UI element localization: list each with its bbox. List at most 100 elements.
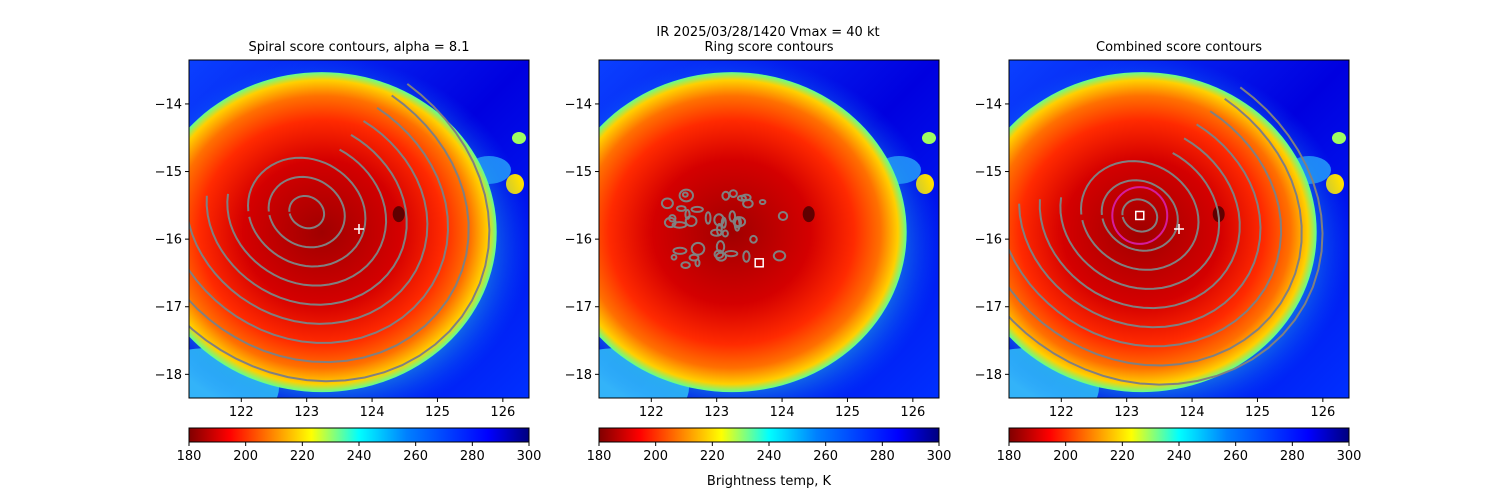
contour-line	[189, 83, 491, 383]
square-marker	[1135, 210, 1145, 221]
x-tick-label: 125	[835, 405, 860, 420]
y-tick-label: −15	[155, 165, 182, 180]
contour-line	[1038, 137, 1241, 310]
ir-patch	[512, 132, 526, 144]
ring-contour-blob	[672, 246, 688, 255]
ring-contour-blob	[684, 215, 698, 228]
ring-contour-blob	[758, 199, 767, 205]
ring-circle	[1111, 186, 1169, 245]
ring-contour-blob	[690, 241, 706, 256]
contour-line	[1121, 198, 1159, 233]
contour-line	[226, 148, 388, 287]
colorbar-tick-label: 240	[347, 449, 372, 464]
colorbar-tick-label: 240	[757, 449, 782, 464]
ring-contour-blob	[777, 211, 789, 221]
colorbar	[188, 427, 530, 443]
ring-contour-blob	[670, 253, 678, 261]
x-tick-label: 124	[1180, 405, 1205, 420]
x-tick-label: 126	[900, 405, 925, 420]
colorbar-tick-label: 220	[290, 449, 315, 464]
ring-contour-blob	[688, 253, 700, 262]
ring-contour-blob	[749, 234, 758, 244]
panel-2: Ring score contours 122 123 124 125 126 −14 −15…	[565, 40, 952, 464]
contour-line	[1059, 152, 1221, 290]
x-tick-label: 126	[490, 405, 515, 420]
ring-contour-blob	[715, 240, 726, 254]
ring-contour-blob	[704, 211, 712, 225]
ring-contour-blob	[676, 205, 687, 212]
ring-contour-blob	[728, 210, 737, 223]
plus-marker	[1174, 224, 1184, 234]
ring-contour-blob	[678, 188, 694, 203]
y-tick-label: −16	[565, 233, 592, 248]
ring-contour-blob	[668, 214, 677, 223]
y-tick-label: −17	[975, 300, 1002, 315]
y-tick-label: −16	[155, 233, 182, 248]
ring-contour-blob	[694, 258, 701, 268]
ring-contour-blob	[690, 205, 704, 213]
contour-line	[205, 134, 408, 306]
colorbar-tick-label: 180	[177, 449, 202, 464]
colorbar-tick-label: 300	[1337, 449, 1362, 464]
figure-suptitle: IR 2025/03/28/1420 Vmax = 40 kt	[656, 25, 879, 40]
contour-line	[1079, 160, 1200, 271]
ring-contour-blob	[684, 209, 691, 220]
square-marker	[754, 258, 764, 268]
contour-group	[1009, 86, 1324, 386]
colorbar-tick-label: 300	[517, 449, 542, 464]
colorbar-tick-label: 260	[813, 449, 838, 464]
colorbar-tick-label: 180	[997, 449, 1022, 464]
contour-line	[189, 120, 429, 325]
x-tick-label: 125	[425, 405, 450, 420]
contour-line	[246, 156, 367, 268]
ring-contour-blob	[772, 250, 787, 262]
colorbar-tick-label: 180	[587, 449, 612, 464]
ring-contour-blob	[742, 250, 751, 263]
contour-line	[1009, 110, 1283, 348]
ring-contour-blob	[681, 191, 689, 198]
colorbar	[1008, 427, 1350, 443]
ir-storm	[189, 72, 497, 393]
y-tick-label: −14	[565, 97, 592, 112]
y-tick-label: −17	[565, 300, 592, 315]
contour-line	[1018, 123, 1262, 329]
colorbar-tick-label: 280	[460, 449, 485, 464]
ring-contour-blob	[660, 197, 674, 210]
plot-frame	[598, 59, 940, 399]
x-tick-label: 123	[294, 405, 319, 420]
y-tick-label: −18	[975, 368, 1002, 383]
panel-title: Combined score contours	[1096, 40, 1262, 55]
ring-contour-blob	[710, 228, 723, 237]
panel-title: Ring score contours	[704, 40, 833, 55]
x-tick-label: 122	[229, 405, 254, 420]
y-tick-label: −14	[155, 97, 182, 112]
contour-group	[189, 83, 491, 383]
y-tick-label: −15	[565, 165, 592, 180]
y-tick-label: −14	[975, 97, 1002, 112]
colorbar-tick-label: 220	[1110, 449, 1135, 464]
y-tick-label: −17	[155, 300, 182, 315]
x-tick-label: 126	[1310, 405, 1335, 420]
y-tick-label: −15	[975, 165, 1002, 180]
ir-image	[599, 60, 939, 398]
panel-1: Spiral score contours, alpha = 8.1 122 123…	[155, 40, 542, 464]
contour-line	[288, 195, 326, 230]
plot-frame	[1008, 59, 1350, 399]
ir-image	[189, 60, 529, 398]
y-tick-label: −16	[975, 233, 1002, 248]
colorbar-tick-label: 200	[233, 449, 258, 464]
ir-image	[1009, 60, 1349, 398]
x-tick-label: 122	[1049, 405, 1074, 420]
ring-contour-blob	[713, 249, 725, 259]
colorbar-tick-label: 280	[870, 449, 895, 464]
plus-marker	[354, 224, 364, 234]
y-tick-label: −18	[155, 368, 182, 383]
contour-line	[189, 106, 450, 344]
colorbar-tick-label: 280	[1280, 449, 1305, 464]
ir-hot-tower	[392, 206, 405, 223]
colorbar-label: Brightness temp, K	[707, 474, 832, 489]
colorbar-tick-label: 200	[643, 449, 668, 464]
ring-contour-blob	[721, 190, 731, 201]
ring-contour-blob	[723, 250, 739, 258]
